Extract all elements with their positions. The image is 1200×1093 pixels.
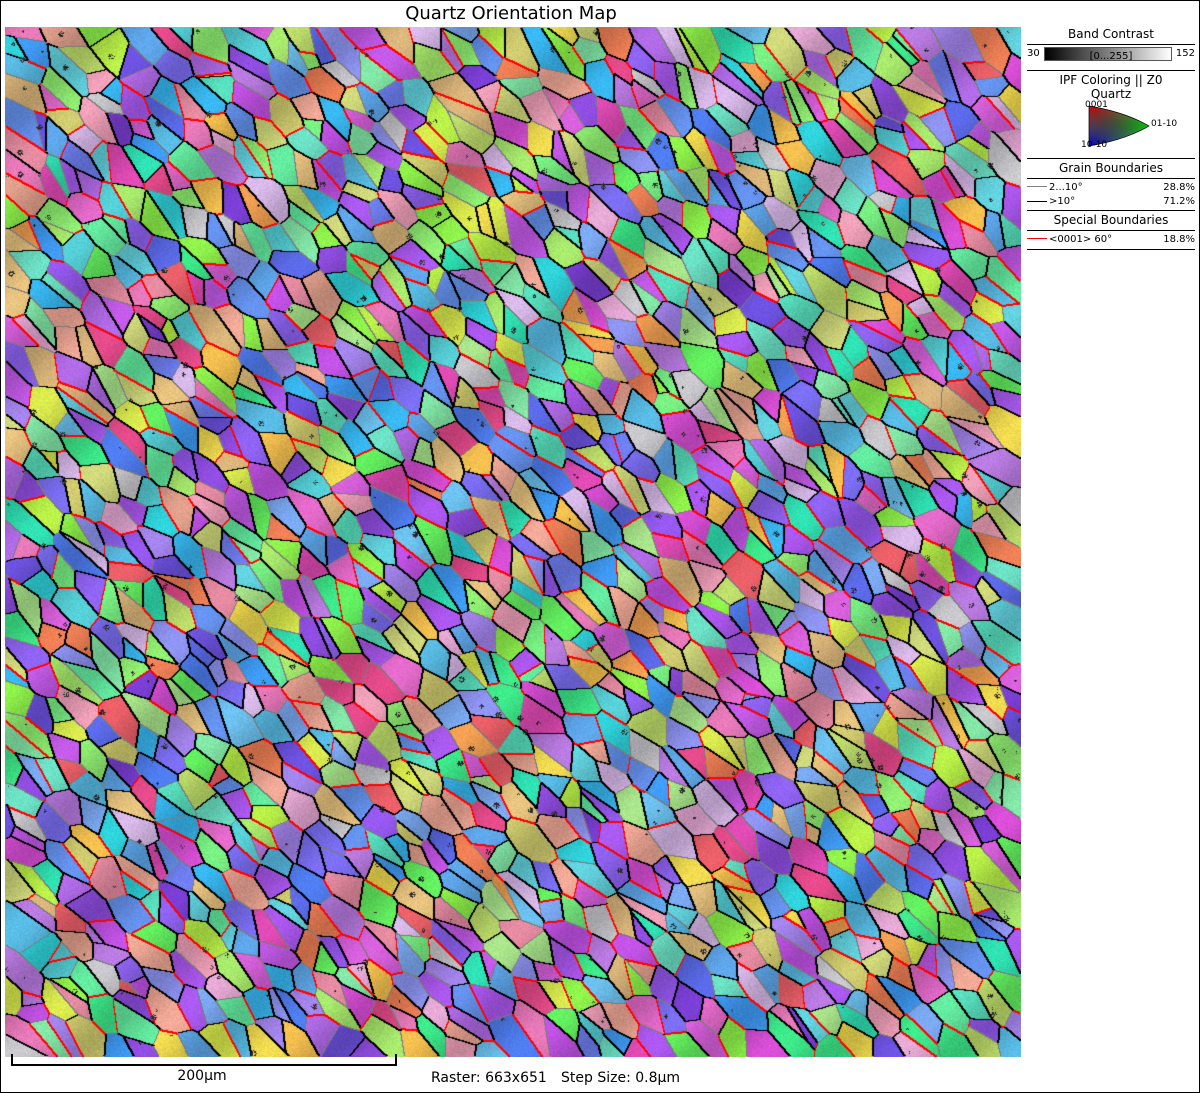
legend-row: <0001> 60°18.8% (1027, 233, 1195, 248)
figure-frame: Quartz Orientation Map 200µm Raster: 663… (0, 0, 1200, 1093)
legend-gb-title: Grain Boundaries (1027, 161, 1195, 179)
legend-ipf-triangle: 000101-1010-10 (1027, 102, 1195, 158)
legend-sb-table: <0001> 60°18.8% (1027, 233, 1195, 248)
legend-band-title: Band Contrast (1027, 27, 1195, 45)
orientation-map-canvas (5, 27, 1021, 1057)
legend-sb-title: Special Boundaries (1027, 213, 1195, 231)
legend-panel: Band Contrast 30 152 [0...255] IPF Color… (1027, 27, 1195, 250)
legend-special-boundaries: Special Boundaries <0001> 60°18.8% (1027, 210, 1195, 251)
footer-raster: Raster: 663x651 (431, 1070, 547, 1086)
legend-grain-boundaries: Grain Boundaries 2...10°28.8%>10°71.2% (1027, 158, 1195, 210)
legend-bottom-rule (1027, 249, 1195, 250)
legend-ipf: IPF Coloring || Z0 Quartz 000101-1010-10 (1027, 70, 1195, 158)
legend-band-max: 152 (1176, 48, 1195, 61)
legend-band-min: 30 (1027, 48, 1040, 61)
figure-title: Quartz Orientation Map (1, 3, 1021, 24)
scale-bar: 200µm (11, 1054, 393, 1084)
legend-row: >10°71.2% (1027, 195, 1195, 210)
legend-ipf-title: IPF Coloring || Z0 (1027, 73, 1195, 88)
legend-gb-table: 2...10°28.8%>10°71.2% (1027, 181, 1195, 210)
legend-row: 2...10°28.8% (1027, 181, 1195, 196)
legend-ipf-phase: Quartz (1027, 87, 1195, 102)
footer-step: Step Size: 0.8µm (561, 1070, 680, 1086)
scale-bar-label: 200µm (11, 1068, 393, 1084)
scale-bar-line (11, 1054, 397, 1066)
